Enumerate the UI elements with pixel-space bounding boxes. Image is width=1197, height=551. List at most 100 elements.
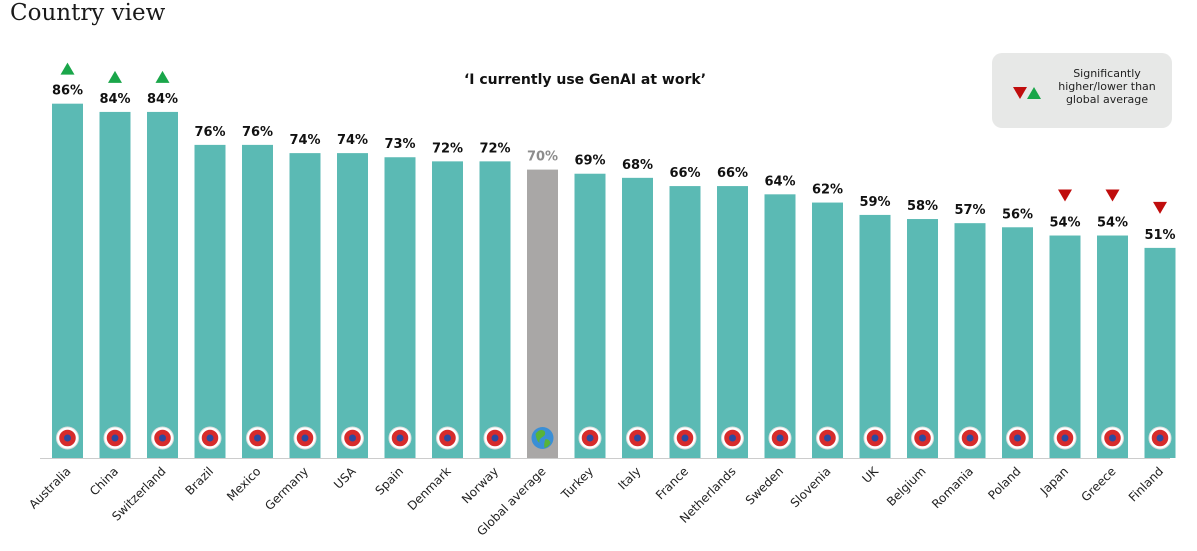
category-label: Finland bbox=[1126, 464, 1166, 504]
bar bbox=[432, 161, 463, 459]
page-title: Country view bbox=[10, 0, 166, 26]
higher-triangle-icon bbox=[108, 70, 122, 83]
mexico-flag-icon bbox=[246, 426, 269, 450]
category-label: Mexico bbox=[224, 464, 264, 504]
bar bbox=[52, 103, 83, 459]
switzerland-flag-icon bbox=[151, 426, 174, 450]
data-label: 74% bbox=[337, 133, 368, 148]
bar bbox=[1049, 235, 1081, 458]
data-label: 54% bbox=[1097, 216, 1128, 231]
higher-triangle-icon bbox=[1027, 87, 1041, 99]
usa-flag-icon bbox=[341, 426, 364, 450]
data-label: 84% bbox=[99, 92, 130, 107]
lower-triangle-icon bbox=[1013, 87, 1027, 99]
higher-triangle-icon bbox=[155, 70, 170, 83]
data-label: 56% bbox=[1002, 207, 1033, 222]
lower-triangle-icon bbox=[1105, 189, 1120, 202]
bar bbox=[622, 177, 653, 458]
bar bbox=[337, 153, 368, 458]
category-label: France bbox=[653, 464, 691, 502]
slovenia-flag-icon bbox=[816, 426, 839, 450]
legend-text: Significantly higher/lower than global a… bbox=[1058, 67, 1156, 106]
turkey-flag-icon bbox=[578, 426, 602, 450]
category-label: Romania bbox=[929, 464, 976, 511]
bar bbox=[99, 111, 131, 459]
bar bbox=[669, 186, 701, 458]
australia-flag-icon bbox=[56, 426, 79, 450]
bar bbox=[574, 173, 606, 458]
bar bbox=[907, 219, 938, 458]
data-label: 76% bbox=[242, 125, 273, 140]
category-label: Italy bbox=[615, 464, 643, 492]
data-label: 54% bbox=[1049, 216, 1080, 231]
category-label: Turkey bbox=[558, 464, 596, 502]
china-flag-icon bbox=[103, 426, 127, 450]
bar bbox=[1144, 247, 1176, 458]
bar bbox=[859, 214, 891, 458]
bar bbox=[289, 153, 321, 458]
bar bbox=[194, 144, 226, 458]
category-label: Slovenia bbox=[788, 464, 834, 510]
data-label: 86% bbox=[52, 84, 83, 99]
italy-flag-icon bbox=[626, 426, 649, 450]
chart-title: ‘I currently use GenAI at work’ bbox=[463, 72, 707, 88]
category-label: Spain bbox=[373, 464, 407, 498]
data-label: 73% bbox=[384, 137, 415, 152]
brazil-flag-icon bbox=[198, 426, 222, 450]
greece-flag-icon bbox=[1101, 426, 1124, 450]
bar bbox=[764, 194, 796, 458]
bar bbox=[479, 161, 511, 459]
category-label: USA bbox=[331, 464, 359, 492]
data-label: 58% bbox=[907, 199, 938, 214]
category-label: Brazil bbox=[183, 464, 217, 498]
data-label: 59% bbox=[859, 195, 890, 210]
spain-flag-icon bbox=[388, 426, 412, 450]
data-label: 84% bbox=[147, 92, 178, 107]
japan-flag-icon bbox=[1053, 426, 1077, 450]
bar bbox=[1097, 235, 1128, 458]
category-label: China bbox=[87, 464, 121, 498]
category-label: Poland bbox=[985, 464, 1023, 502]
bar bbox=[527, 169, 558, 458]
sweden-flag-icon bbox=[768, 426, 792, 450]
higher-triangle-icon bbox=[60, 62, 75, 75]
poland-flag-icon bbox=[1006, 426, 1029, 450]
bar bbox=[954, 223, 986, 458]
data-label: 72% bbox=[432, 141, 463, 156]
uk-flag-icon bbox=[863, 426, 887, 450]
bar bbox=[384, 157, 416, 459]
category-label: Greece bbox=[1079, 464, 1119, 504]
data-label: 74% bbox=[289, 133, 320, 148]
data-label: 66% bbox=[669, 166, 700, 181]
data-label: 62% bbox=[812, 183, 843, 198]
significance-legend: Significantly higher/lower than global a… bbox=[992, 53, 1172, 128]
data-label: 51% bbox=[1144, 228, 1175, 243]
bar bbox=[1002, 227, 1033, 458]
data-label: 69% bbox=[574, 154, 605, 169]
belgium-flag-icon bbox=[911, 426, 934, 450]
category-label: Norway bbox=[459, 464, 501, 506]
netherlands-flag-icon bbox=[721, 426, 744, 450]
lower-triangle-icon bbox=[1058, 189, 1072, 202]
norway-flag-icon bbox=[483, 426, 507, 450]
globe-icon bbox=[531, 427, 554, 449]
data-label: 76% bbox=[194, 125, 225, 140]
bar bbox=[147, 111, 178, 459]
category-label: Denmark bbox=[405, 464, 454, 513]
lower-triangle-icon bbox=[1153, 201, 1167, 214]
bar bbox=[242, 144, 273, 458]
data-label: 66% bbox=[717, 166, 748, 181]
data-label: 57% bbox=[954, 203, 985, 218]
category-label: UK bbox=[859, 463, 881, 485]
bar bbox=[717, 186, 748, 458]
category-label: Japan bbox=[1037, 464, 1071, 498]
data-label: 64% bbox=[764, 174, 795, 189]
category-label: Sweden bbox=[743, 464, 786, 507]
data-label: 68% bbox=[622, 158, 653, 173]
denmark-flag-icon bbox=[436, 426, 459, 450]
category-label: Australia bbox=[26, 464, 73, 511]
category-label: Germany bbox=[262, 464, 311, 513]
france-flag-icon bbox=[673, 426, 697, 450]
data-label: 70% bbox=[527, 150, 558, 165]
